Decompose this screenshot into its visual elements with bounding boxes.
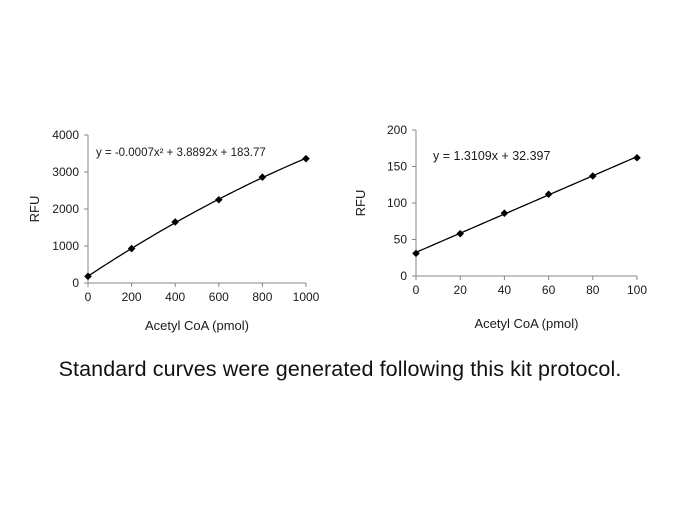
y-tick-label: 4000 xyxy=(52,128,79,142)
x-tick-label: 1000 xyxy=(293,290,320,304)
data-point-marker xyxy=(633,153,641,162)
trendline-equation: y = 1.3109x + 32.397 xyxy=(433,149,551,163)
x-tick-label: 600 xyxy=(209,290,229,304)
y-tick-label: 150 xyxy=(387,160,407,174)
trendline xyxy=(87,157,307,277)
x-axis-title: Acetyl CoA (pmol) xyxy=(145,318,249,333)
x-tick-label: 60 xyxy=(542,283,556,297)
y-axis-title: RFU xyxy=(27,196,42,223)
y-tick-label: 3000 xyxy=(52,165,79,179)
chart-panel-right: 0 50 100 150 200 0 20 40 60 80 100 Acetyl CoA (pmol… xyxy=(344,120,654,348)
x-axis-title: Acetyl CoA (pmol) xyxy=(474,316,578,331)
chart-right: 0 50 100 150 200 0 20 40 60 80 100 Acetyl CoA (pmol… xyxy=(353,123,647,331)
chart-panel-left: 0 1000 2000 3000 4000 0 200 400 600 800 1000 Acetyl… xyxy=(24,124,339,346)
figure-caption: Standard curves were generated following… xyxy=(58,357,622,381)
data-point-marker xyxy=(215,195,223,204)
data-point-marker xyxy=(456,229,464,238)
data-point-marker xyxy=(412,249,420,258)
x-tick-label: 20 xyxy=(454,283,468,297)
data-point-marker xyxy=(302,154,310,163)
y-axis-title: RFU xyxy=(353,190,368,217)
y-tick-label: 1000 xyxy=(52,239,79,253)
x-tick-label: 80 xyxy=(586,283,600,297)
y-tick-label: 0 xyxy=(400,269,407,283)
chart-left: 0 1000 2000 3000 4000 0 200 400 600 800 1000 Acetyl… xyxy=(27,128,320,333)
data-point-marker xyxy=(258,173,267,181)
x-tick-label: 0 xyxy=(85,290,92,304)
y-tick-label: 0 xyxy=(72,276,79,290)
trendline xyxy=(415,156,638,253)
x-tick-label: 200 xyxy=(122,290,142,304)
x-tick-label: 400 xyxy=(165,290,185,304)
trendline-equation: y = -0.0007x² + 3.8892x + 183.77 xyxy=(96,147,266,159)
data-point-marker xyxy=(500,209,509,218)
x-tick-label: 40 xyxy=(498,283,512,297)
y-tick-label: 200 xyxy=(387,123,407,137)
data-point-marker xyxy=(544,190,553,199)
data-point-marker xyxy=(171,218,179,226)
y-tick-label: 2000 xyxy=(52,202,79,216)
x-tick-label: 0 xyxy=(413,283,420,297)
x-tick-label: 800 xyxy=(252,290,272,304)
data-point-marker xyxy=(84,272,92,281)
y-tick-label: 50 xyxy=(394,233,408,247)
data-point-marker xyxy=(127,244,136,253)
data-point-marker xyxy=(589,172,597,180)
y-tick-label: 100 xyxy=(387,196,407,210)
x-tick-label: 100 xyxy=(627,283,647,297)
